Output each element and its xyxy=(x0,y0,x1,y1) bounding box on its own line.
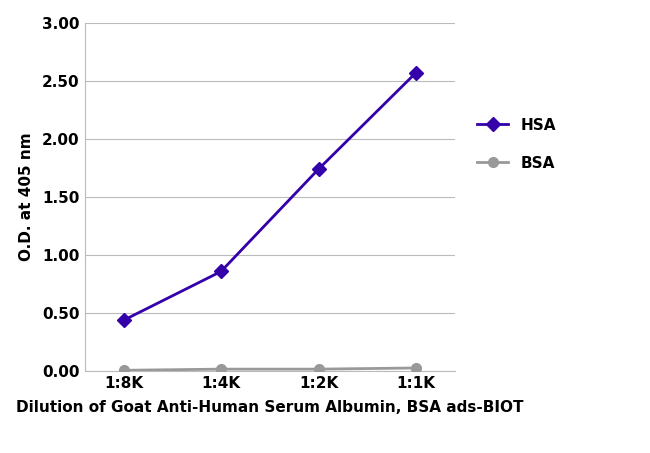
HSA xyxy=(315,166,322,172)
Line: HSA: HSA xyxy=(119,68,421,325)
HSA xyxy=(217,269,225,274)
X-axis label: Dilution of Goat Anti-Human Serum Albumin, BSA ads-BIOT: Dilution of Goat Anti-Human Serum Albumi… xyxy=(16,400,523,414)
BSA xyxy=(120,367,127,373)
Legend: HSA, BSA: HSA, BSA xyxy=(478,117,556,170)
BSA xyxy=(315,366,322,372)
BSA xyxy=(412,365,420,371)
BSA xyxy=(217,366,225,372)
HSA xyxy=(412,70,420,75)
Y-axis label: O.D. at 405 nm: O.D. at 405 nm xyxy=(19,133,34,261)
Line: BSA: BSA xyxy=(119,363,421,375)
HSA xyxy=(120,318,127,323)
